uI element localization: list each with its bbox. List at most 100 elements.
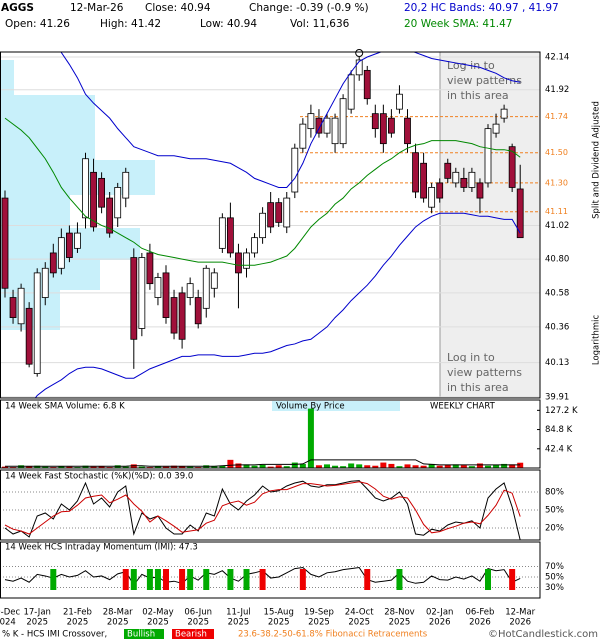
volume-bar <box>380 462 387 468</box>
candle-body <box>347 74 355 110</box>
crossover-bar <box>122 569 129 590</box>
candle-body <box>74 232 81 249</box>
panel-title: 14 Week Fast Stochastic (%K)(%D): 0.0 39… <box>5 472 193 482</box>
crossover-bar <box>364 569 371 590</box>
candle-body <box>218 217 226 249</box>
candle-body <box>339 98 347 145</box>
candle-body <box>162 272 170 318</box>
volume-bar <box>340 466 347 468</box>
candle-body <box>194 297 202 325</box>
y-tick-label: 50% <box>545 573 564 583</box>
x-tick-label: 19-Sep <box>304 608 334 618</box>
notice-line: view patterns <box>447 366 522 379</box>
x-tick-label: 28-Mar <box>103 608 133 618</box>
crossover-bar <box>130 569 137 590</box>
bands-label: 20,2 HC Bands: 40.97 , 41.97 <box>404 2 559 14</box>
volume-bar <box>90 466 97 468</box>
x-tick-label: 11-Jul <box>226 608 251 618</box>
candle-body <box>1 197 9 289</box>
volume-bar <box>275 465 282 468</box>
candle-body <box>170 297 178 334</box>
y-tick-label: 41.92 <box>545 85 569 95</box>
volume-bar <box>509 464 516 468</box>
y-tick-label: 42.4 K <box>545 444 573 454</box>
candle-body <box>516 188 524 239</box>
y-tick-label: 42.14 <box>545 53 569 63</box>
candle-body <box>508 146 516 188</box>
volume-bar <box>42 466 49 468</box>
candle-body <box>178 292 186 340</box>
x-tick-label: 20-Dec <box>0 608 20 618</box>
candle-body <box>267 202 275 228</box>
candle-body <box>283 197 291 228</box>
x-tick-year: 2026 <box>469 618 491 628</box>
candle-body <box>412 152 419 193</box>
volume-bar <box>251 465 258 468</box>
volume-bar <box>485 465 491 468</box>
crossover-bar <box>163 569 169 590</box>
series-line <box>5 459 521 467</box>
candle-body <box>154 277 162 298</box>
volume-bar <box>356 464 363 468</box>
high-marker <box>355 49 364 57</box>
volume-bar <box>219 465 226 468</box>
crossover-bar <box>154 569 161 590</box>
candle-body <box>235 252 242 274</box>
volume-by-price <box>0 60 155 330</box>
volume-bar <box>2 466 8 468</box>
volume-bar <box>138 466 145 468</box>
candle-body <box>186 283 194 298</box>
volume-bar <box>171 465 178 468</box>
volume-bar <box>243 464 250 468</box>
volume-bar <box>436 465 443 468</box>
notice-line: in this area <box>447 89 509 102</box>
candle-body <box>66 232 73 258</box>
crossover-bar <box>179 569 186 590</box>
candle-body <box>307 113 315 130</box>
candle-body <box>243 252 250 269</box>
y-tick-label: 30% <box>545 583 564 593</box>
footer-fib: 23.6-38.2-50-61.8% Fibonacci Retracement… <box>238 630 428 640</box>
volume-bar <box>299 463 306 468</box>
y-tick-label: 70% <box>545 562 564 572</box>
candle-body <box>17 287 25 325</box>
candle-body <box>492 123 500 134</box>
panel-frame <box>0 469 541 541</box>
volume-bar <box>348 463 355 468</box>
adjusted-note: Split and Dividend Adjusted <box>592 101 600 219</box>
volume-bar <box>517 462 524 468</box>
crossover-bar <box>50 569 57 590</box>
volume-bar <box>412 465 419 468</box>
candle-body <box>49 252 57 274</box>
panel-frame <box>0 541 541 599</box>
candle-body <box>500 108 508 119</box>
x-tick-label: 06-Feb <box>465 608 494 618</box>
y-tick-label: 39.91 <box>545 393 569 403</box>
volume-bar <box>428 463 435 468</box>
panel-subtitle: Volume By Price <box>276 402 345 412</box>
candle-body <box>275 202 283 223</box>
candle-body <box>90 171 97 228</box>
x-tick-label: 24-Oct <box>345 608 374 618</box>
legend-bullish: Bullish <box>127 630 155 640</box>
volume-bar <box>388 463 395 468</box>
candle-body <box>420 162 428 199</box>
candle-body <box>404 117 411 145</box>
panel-layer <box>0 52 540 398</box>
x-tick-year: 2025 <box>389 618 411 628</box>
low: Low: 40.94 <box>200 18 257 30</box>
candle-body <box>114 187 122 219</box>
crossover-bar <box>396 569 403 590</box>
footer-legend: % K - HCS IMI Crossover, <box>2 630 107 640</box>
volume-bar <box>324 464 330 468</box>
candle-body <box>436 182 444 199</box>
candle-body <box>210 272 218 289</box>
volume-bar <box>259 464 266 468</box>
x-tick-year: 2026 <box>509 618 531 628</box>
x-tick-year: 2025 <box>26 618 48 628</box>
candle-body <box>33 272 41 374</box>
fib-label: 41.74 <box>545 112 568 121</box>
y-tick-label: 20% <box>545 524 564 534</box>
series-line <box>60 52 521 188</box>
